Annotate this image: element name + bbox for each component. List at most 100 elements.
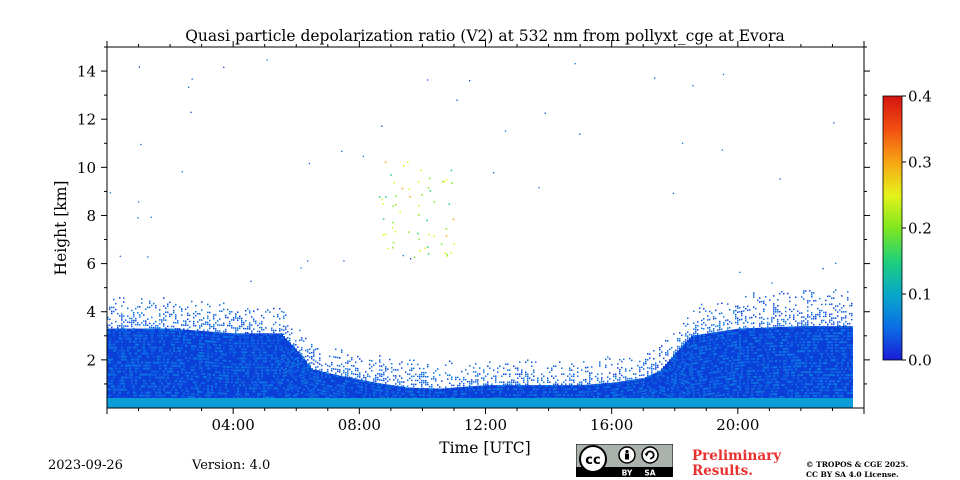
bl-pixel [397, 386, 399, 389]
aerosol-speck [431, 388, 433, 390]
bl-pixel [723, 330, 725, 333]
bl-pixel [769, 393, 771, 396]
bl-pixel [657, 374, 659, 377]
bl-pixel [839, 389, 841, 392]
bl-pixel [827, 332, 829, 335]
aerosol-speck [455, 376, 457, 379]
bl-pixel [815, 344, 817, 347]
aerosol-speck [235, 333, 237, 335]
bl-pixel [701, 370, 703, 373]
bl-pixel [827, 335, 829, 338]
bl-pixel [359, 388, 361, 391]
bl-pixel [147, 367, 149, 370]
aerosol-speck [801, 322, 803, 324]
bl-pixel [831, 335, 833, 338]
bl-pixel [731, 335, 733, 338]
aerosol-speck [821, 303, 823, 306]
aerosol-speck [623, 358, 625, 361]
bl-pixel [731, 383, 733, 386]
surface-band [845, 398, 847, 408]
bl-pixel [849, 392, 851, 395]
surface-band [181, 398, 183, 408]
bl-column [553, 385, 555, 408]
bl-pixel [385, 393, 387, 396]
bl-pixel [227, 365, 229, 368]
bl-pixel [131, 385, 133, 388]
bl-pixel [717, 394, 719, 397]
bl-pixel [787, 341, 789, 344]
bl-pixel [419, 388, 421, 391]
cirrus-speck [384, 161, 387, 163]
bl-pixel [841, 359, 843, 362]
surface-band [527, 398, 529, 408]
bl-pixel [249, 387, 251, 390]
aerosol-speck [133, 321, 135, 324]
aerosol-speck [537, 379, 539, 381]
bl-pixel [201, 369, 203, 372]
bl-pixel [735, 383, 737, 386]
bl-pixel [279, 360, 281, 363]
bl-pixel [165, 352, 167, 355]
bl-pixel [207, 343, 209, 346]
bl-pixel [767, 369, 769, 372]
bl-column [539, 385, 541, 408]
aerosol-speck [399, 363, 401, 365]
bl-pixel [465, 392, 467, 395]
bl-pixel [201, 345, 203, 348]
aerosol-speck [483, 369, 485, 371]
aerosol-speck [647, 375, 649, 377]
bl-pixel [643, 392, 645, 395]
surface-band [163, 398, 165, 408]
surface-band [569, 398, 571, 408]
bl-pixel [163, 361, 165, 364]
bl-pixel [131, 358, 133, 361]
bl-pixel [667, 370, 669, 373]
bl-pixel [239, 363, 241, 366]
aerosol-speck [311, 345, 313, 348]
bl-pixel [625, 395, 627, 398]
bl-pixel [717, 382, 719, 385]
bl-pixel [635, 382, 637, 385]
aerosol-speck [329, 355, 331, 358]
bl-pixel [177, 365, 179, 368]
bl-pixel [193, 387, 195, 390]
bl-pixel [167, 376, 169, 379]
bl-pixel [571, 394, 573, 397]
bl-pixel [699, 334, 701, 337]
bl-column [823, 326, 825, 408]
bl-pixel [253, 381, 255, 384]
bl-pixel [123, 331, 125, 334]
bl-pixel [259, 366, 261, 369]
x-tick-label: 08:00 [338, 416, 381, 434]
surface-band [811, 398, 813, 408]
surface-band [427, 398, 429, 408]
surface-band [679, 398, 681, 408]
bl-pixel [305, 372, 307, 375]
bl-pixel [193, 372, 195, 375]
aerosol-speck [299, 339, 301, 342]
surface-band [775, 398, 777, 408]
aerosol-speck [465, 378, 467, 381]
aerosol-speck [235, 327, 237, 329]
bl-pixel [689, 358, 691, 361]
bl-pixel [159, 334, 161, 337]
aerosol-speck [495, 375, 497, 377]
aerosol-speck [217, 320, 219, 322]
aerosol-speck [159, 313, 161, 315]
bl-pixel [849, 335, 851, 338]
aerosol-speck [231, 311, 233, 313]
bl-pixel [173, 394, 175, 397]
bl-pixel [679, 378, 681, 381]
aerosol-speck [477, 383, 479, 385]
surface-band [833, 398, 835, 408]
surface-band [819, 398, 821, 408]
bl-pixel [135, 367, 137, 370]
aerosol-speck [685, 341, 687, 343]
aerosol-speck [751, 316, 753, 319]
aerosol-speck [345, 362, 347, 364]
bl-pixel [837, 374, 839, 377]
bl-pixel [845, 389, 847, 392]
bl-pixel [683, 370, 685, 373]
aerosol-speck [287, 331, 289, 333]
surface-band [415, 398, 417, 408]
